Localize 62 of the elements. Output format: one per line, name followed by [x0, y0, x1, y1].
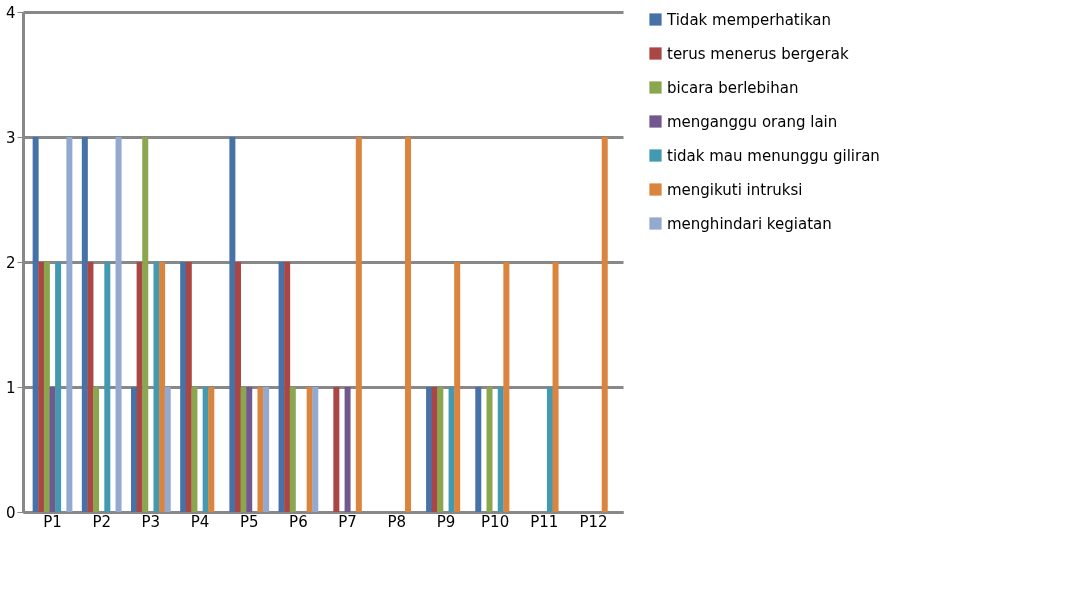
bar — [312, 387, 319, 512]
y-tick-label: 3 — [5, 128, 16, 147]
bar — [257, 387, 264, 512]
y-tick-label: 1 — [5, 378, 16, 397]
bar — [475, 387, 482, 512]
legend-label: Tidak memperhatikan — [666, 10, 832, 29]
bar — [43, 262, 50, 512]
bar — [104, 262, 111, 512]
x-tick-label: P10 — [481, 512, 510, 531]
bar — [437, 387, 444, 512]
bar — [454, 262, 461, 512]
bar — [66, 137, 73, 512]
y-tick-label: 2 — [5, 253, 16, 272]
bar — [164, 387, 171, 512]
bar — [246, 387, 253, 512]
x-tick-label: P9 — [436, 512, 456, 531]
bar — [180, 262, 187, 512]
bar — [38, 262, 45, 512]
bar — [486, 387, 493, 512]
bar — [344, 387, 351, 512]
bar — [552, 262, 559, 512]
x-tick-label: P1 — [43, 512, 62, 531]
bar — [115, 137, 122, 512]
bar — [93, 387, 100, 512]
bar — [234, 262, 241, 512]
x-tick-label: P5 — [239, 512, 259, 531]
bar — [333, 387, 340, 512]
legend-label: mengikuti intruksi — [667, 180, 803, 199]
bar — [208, 387, 215, 512]
bar — [503, 262, 510, 512]
x-tick-label: P11 — [530, 512, 559, 531]
x-tick-label: P12 — [579, 512, 608, 531]
legend-label: tidak mau menunggu giliran — [667, 146, 880, 165]
legend-label: menganggu orang lain — [667, 112, 838, 131]
bar — [284, 262, 291, 512]
bar — [185, 262, 192, 512]
bar — [131, 387, 138, 512]
bar — [405, 137, 412, 512]
bar — [546, 387, 553, 512]
legend-label: terus menerus bergerak — [667, 44, 849, 63]
x-tick-label: P3 — [141, 512, 161, 531]
y-tick-label: 4 — [5, 3, 16, 22]
bar — [142, 137, 149, 512]
x-tick-label: P7 — [338, 512, 357, 531]
x-tick-label: P8 — [387, 512, 407, 531]
bar — [229, 137, 236, 512]
bar — [355, 137, 362, 512]
bar — [153, 262, 160, 512]
bar — [601, 137, 608, 512]
y-tick-label: 0 — [5, 503, 16, 522]
legend-label: menghindari kegiatan — [667, 214, 832, 233]
bar — [87, 262, 94, 512]
x-tick-label: P4 — [190, 512, 210, 531]
x-tick-label: P2 — [92, 512, 111, 531]
bar — [159, 262, 166, 512]
bar — [289, 387, 296, 512]
bar — [426, 387, 433, 512]
bar — [263, 387, 270, 512]
bar — [55, 262, 62, 512]
x-tick-label: P6 — [289, 512, 308, 531]
legend-label: bicara berlebihan — [667, 78, 799, 97]
bar — [191, 387, 198, 512]
